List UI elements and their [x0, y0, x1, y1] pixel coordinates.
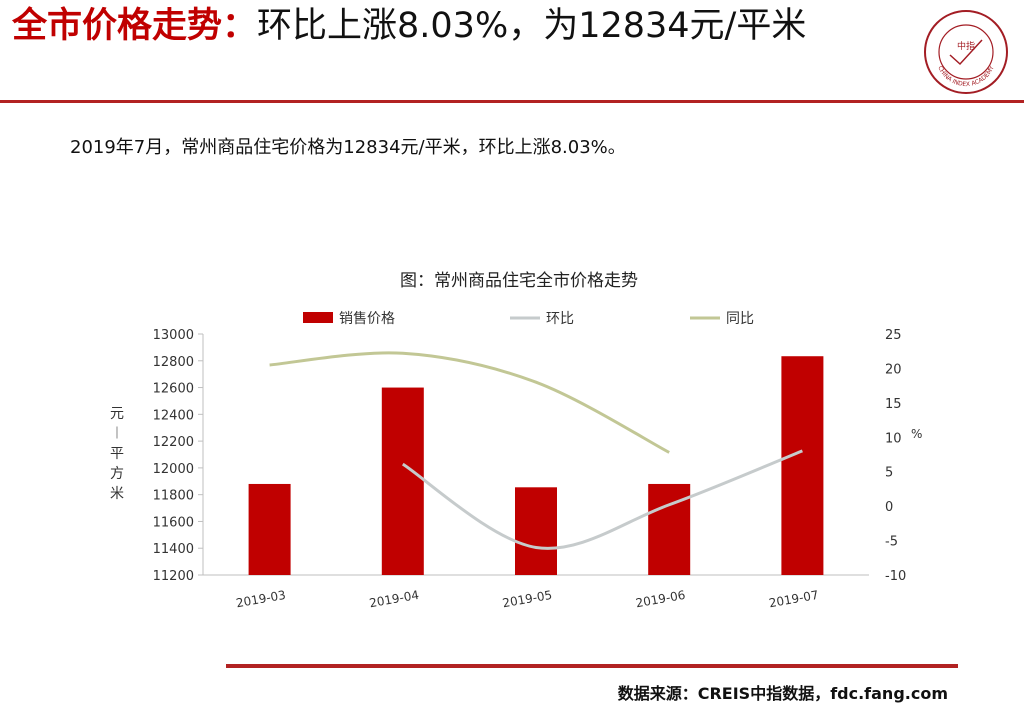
x-tick-label: 2019-07 [768, 588, 820, 610]
chart-title: 图：常州商品住宅全市价格走势 [400, 271, 638, 291]
footer-divider [226, 664, 958, 668]
yoy-line [269, 351, 670, 454]
legend-swatch-bar [303, 312, 333, 323]
right-tick-label: -5 [885, 535, 898, 550]
right-tick-label: 25 [885, 328, 902, 343]
source-note: 数据来源：CREIS中指数据，fdc.fang.com [617, 684, 948, 703]
left-tick-label: 12600 [153, 382, 194, 397]
right-tick-label: 5 [885, 466, 893, 481]
logo-center-text: 中指 [957, 40, 975, 52]
right-tick-label: 20 [885, 362, 902, 377]
left-axis-label: 元 [110, 406, 124, 422]
left-tick-label: 12800 [153, 355, 194, 370]
price-bar [381, 387, 424, 575]
ratio-lines [269, 351, 803, 550]
page-title: 全市价格走势：环比上涨8.03%，为12834元/平米 [12, 4, 902, 48]
right-tick-label: 15 [885, 397, 902, 412]
left-axis-label: 米 [110, 486, 124, 502]
left-axis-label: 平 [110, 446, 124, 462]
right-tick-label: 0 [885, 500, 893, 515]
mom-line [402, 449, 803, 550]
legend-label: 环比 [546, 311, 574, 327]
page-title-rest: 环比上涨8.03%，为12834元/平米 [257, 6, 807, 46]
price-bar [248, 483, 291, 575]
left-axis-label: ︱ [110, 426, 124, 442]
chart-legend: 销售价格 环比 同比 [303, 311, 754, 327]
header-divider [0, 100, 1024, 103]
left-tick-label: 13000 [153, 328, 194, 343]
left-tick-label: 11200 [153, 569, 194, 584]
x-tick-label: 2019-03 [235, 588, 287, 610]
summary-text: 2019年7月，常州商品住宅价格为12834元/平米，环比上涨8.03%。 [70, 137, 626, 158]
legend-label: 销售价格 [339, 311, 395, 327]
right-tick-label: -10 [885, 569, 906, 584]
legend-label: 同比 [726, 311, 754, 327]
left-tick-label: 11400 [153, 542, 194, 557]
price-bar [648, 483, 691, 575]
right-axis-label: % [911, 427, 922, 441]
left-axis-label: 方 [110, 466, 124, 482]
left-tick-label: 11600 [153, 515, 194, 530]
x-tick-label: 2019-04 [368, 588, 420, 610]
price-trend-chart: 图：常州商品住宅全市价格走势 销售价格 环比 同比 11200 11400 11600 1… [110, 271, 922, 610]
right-tick-label: 10 [885, 431, 902, 446]
left-tick-label: 11800 [153, 489, 194, 504]
china-index-academy-logo: CHINA INDEX ACADEMY 中指 [924, 10, 1008, 94]
price-bars [248, 356, 824, 575]
left-tick-label: 12000 [153, 462, 194, 477]
price-bar [781, 356, 824, 575]
left-tick-label: 12200 [153, 435, 194, 450]
left-tick-label: 12400 [153, 408, 194, 423]
page-title-bold: 全市价格走势： [12, 6, 258, 46]
price-bar [515, 487, 557, 575]
x-tick-label: 2019-06 [635, 588, 687, 610]
x-tick-label: 2019-05 [501, 588, 553, 610]
